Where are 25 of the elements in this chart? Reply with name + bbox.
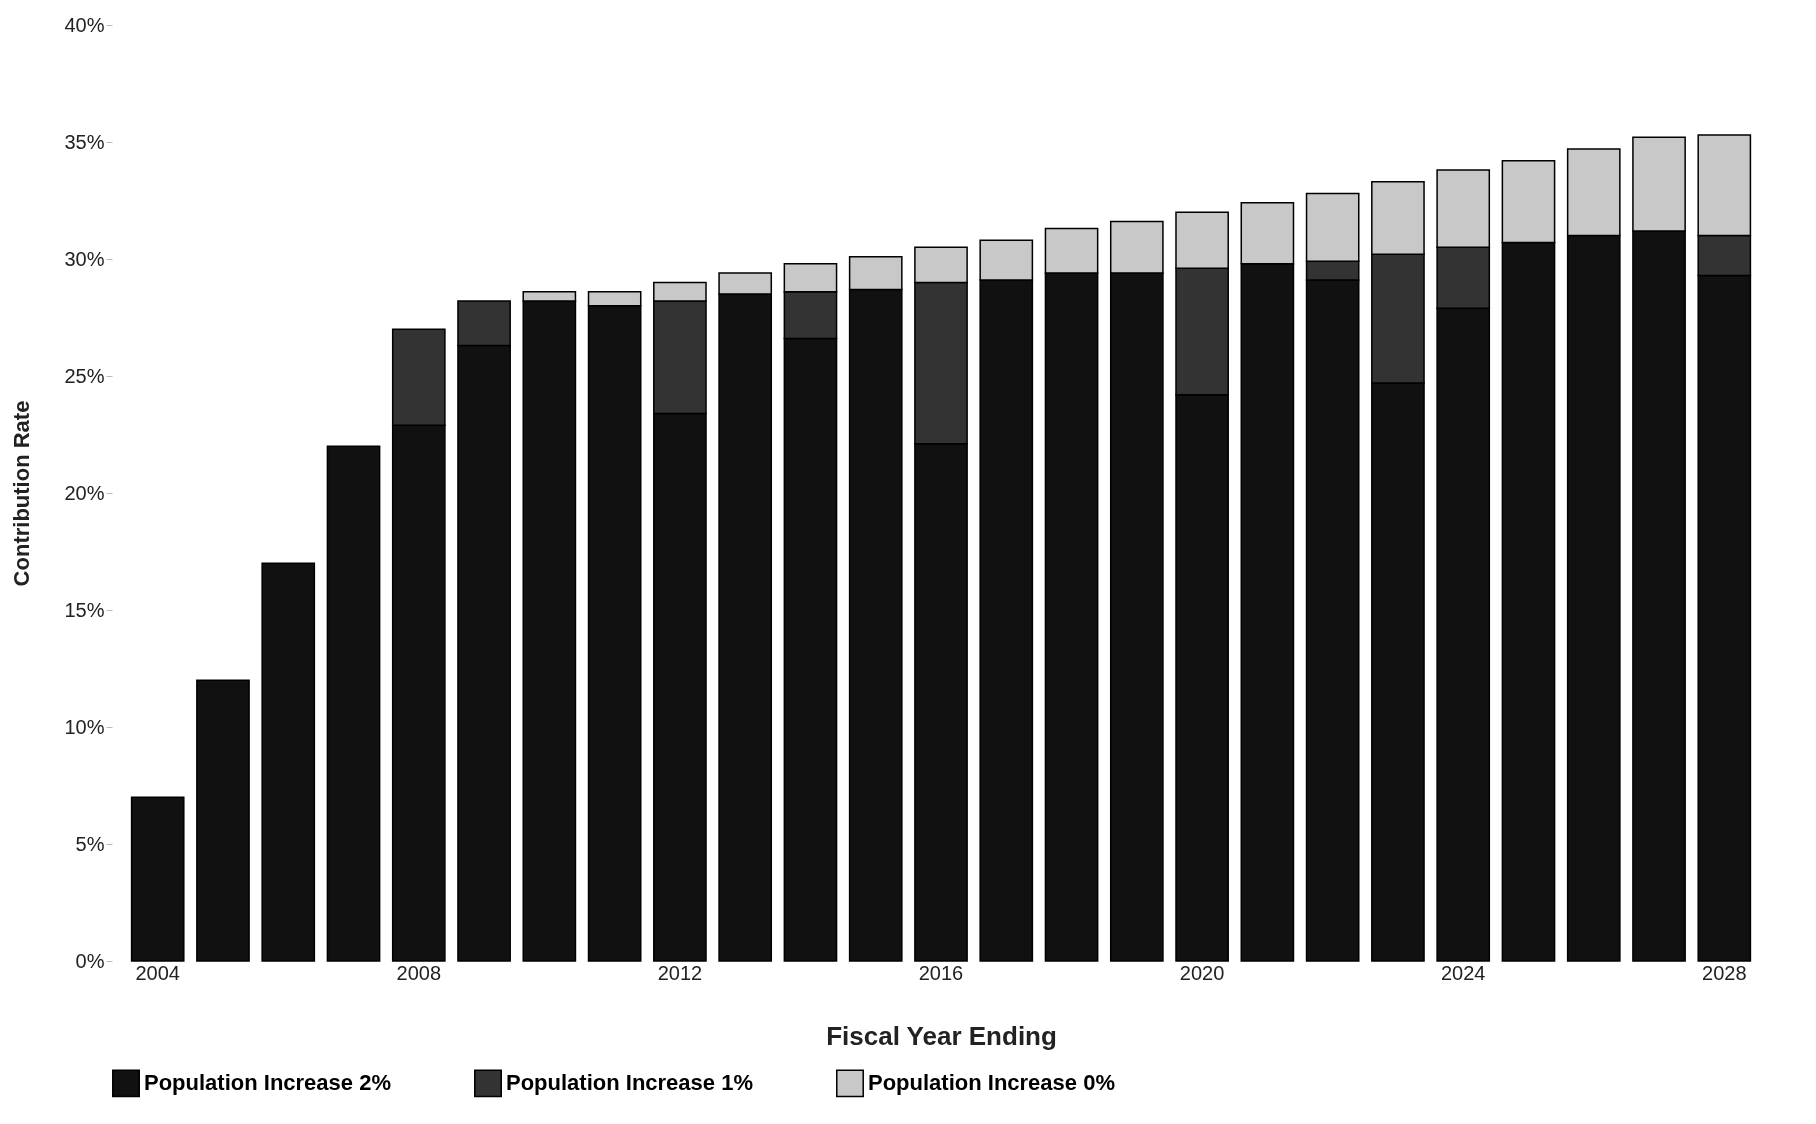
y-tick-label: 30% [64, 247, 105, 270]
y-tick-label: 0% [75, 949, 105, 972]
legend-label: Population Increase 0% [868, 1070, 1115, 1096]
legend-label: Population Increase 1% [506, 1070, 753, 1096]
y-tick-label: 35% [64, 130, 105, 153]
x-tick-label: 2028 [1702, 961, 1747, 984]
x-tick-label: 2020 [1179, 961, 1225, 984]
y-tick-label: 15% [64, 598, 105, 621]
y-tick-label: 25% [64, 364, 105, 387]
x-tick-label: 2004 [135, 961, 180, 984]
y-axis-title: Contribution Rate [9, 400, 35, 587]
y-tick-label: 20% [64, 481, 105, 504]
bar [326, 445, 381, 962]
x-tick-label: 2024 [1440, 961, 1486, 984]
x-tick-label: 2012 [657, 961, 703, 984]
x-axis-title: Fiscal Year Ending [826, 1020, 1057, 1051]
y-tick-label: 10% [64, 715, 105, 738]
bar [196, 679, 250, 962]
x-tick-label: 2008 [396, 961, 442, 984]
x-tick-label: 2016 [918, 961, 964, 984]
bar [261, 562, 316, 962]
y-tick-label: 5% [75, 832, 105, 855]
y-tick-label: 40% [64, 13, 105, 36]
bar [130, 796, 185, 962]
legend-label: Population Increase 2% [144, 1070, 391, 1096]
